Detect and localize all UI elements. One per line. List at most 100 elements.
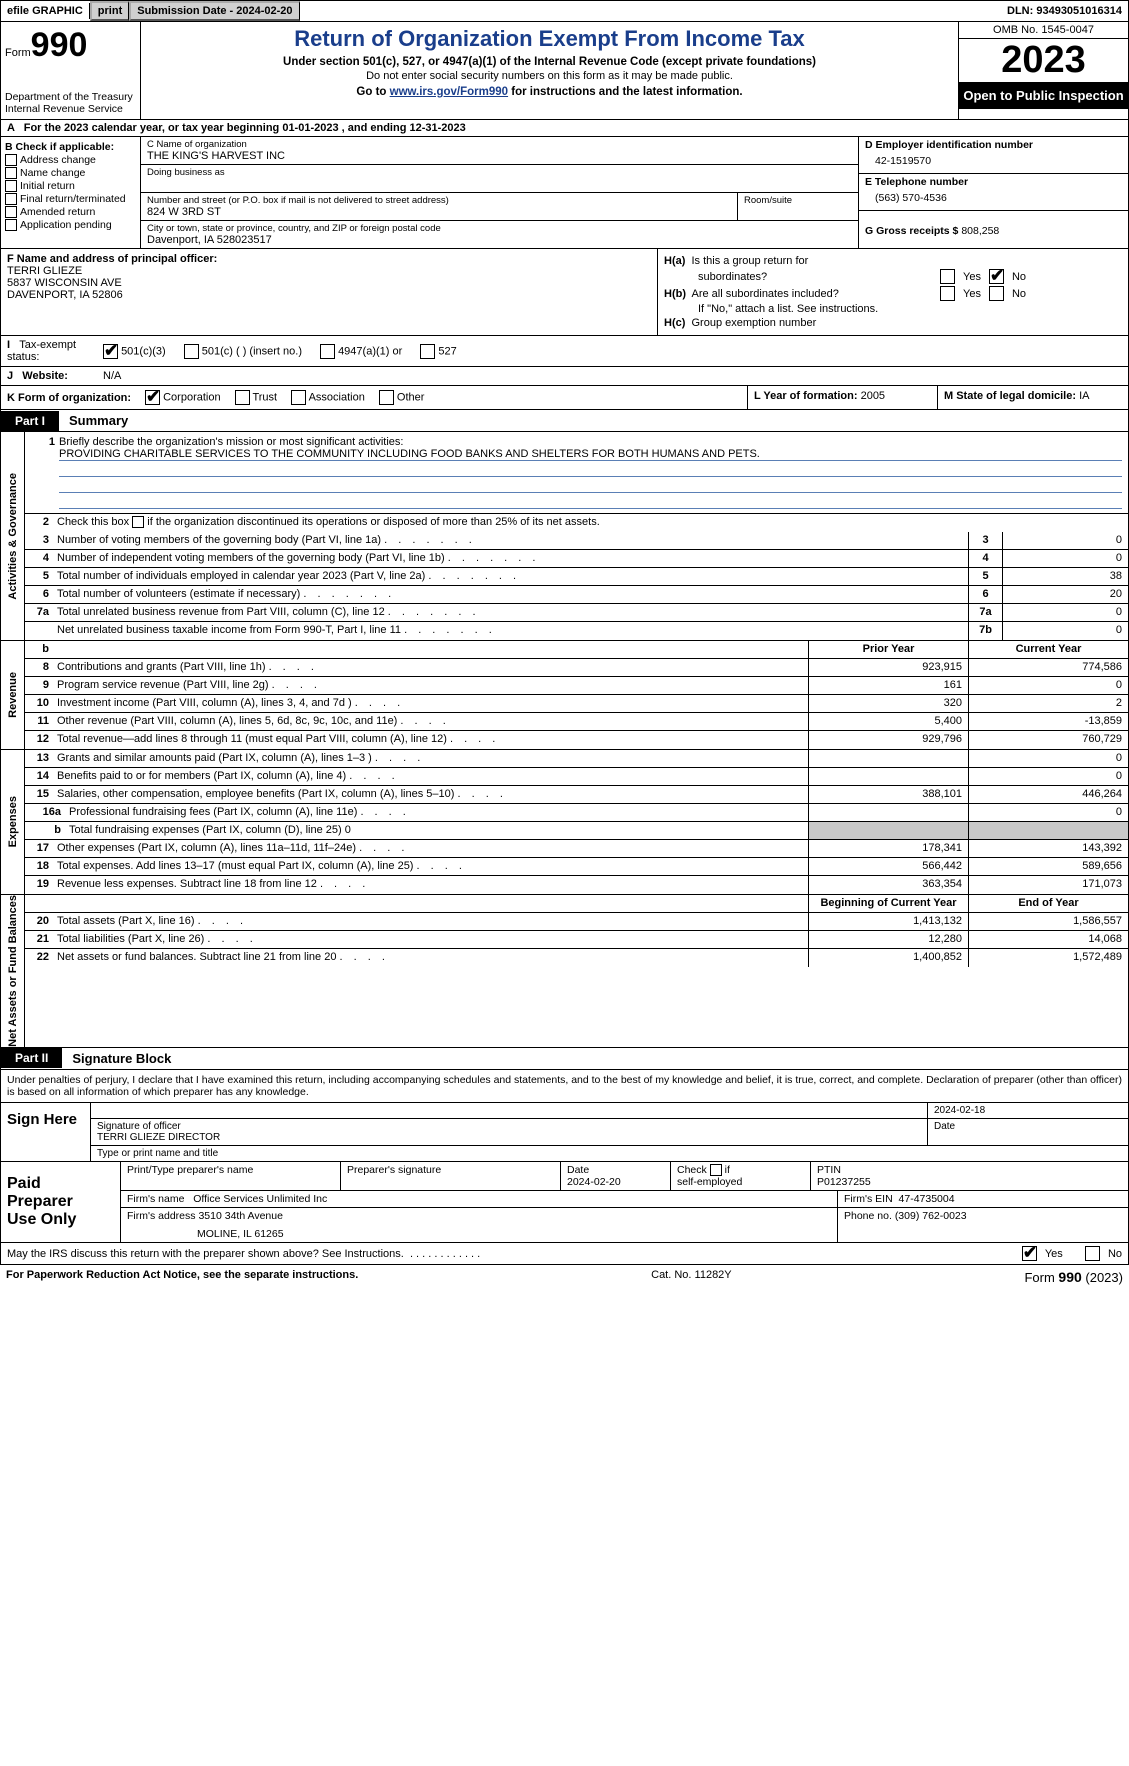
- sign-here-label: Sign Here: [1, 1103, 91, 1161]
- chk-initial-return[interactable]: Initial return: [5, 180, 136, 192]
- revenue-block: Revenue b Prior Year Current Year 8Contr…: [0, 641, 1129, 750]
- c-dba: Doing business as: [141, 165, 858, 193]
- table-row: 16aProfessional fundraising fees (Part I…: [25, 804, 1128, 822]
- chk-address-change[interactable]: Address change: [5, 154, 136, 166]
- chk-name-change[interactable]: Name change: [5, 167, 136, 179]
- table-row: 9Program service revenue (Part VIII, lin…: [25, 677, 1128, 695]
- table-row: 8Contributions and grants (Part VIII, li…: [25, 659, 1128, 677]
- hb-note: If "No," attach a list. See instructions…: [664, 303, 1122, 315]
- chk-assoc[interactable]: [291, 390, 306, 405]
- section-bcd: B Check if applicable: Address change Na…: [0, 137, 1129, 249]
- part2-title: Signature Block: [62, 1048, 181, 1069]
- open-public-badge: Open to Public Inspection: [959, 82, 1128, 109]
- discuss-yes[interactable]: [1022, 1246, 1037, 1261]
- irs-label: Internal Revenue Service: [5, 103, 136, 115]
- row-i: I Tax-exempt status: 501(c)(3) 501(c) ( …: [0, 336, 1129, 367]
- chk-app-pending[interactable]: Application pending: [5, 219, 136, 231]
- i-label: I Tax-exempt status:: [1, 336, 97, 366]
- j-label: J Website:: [1, 367, 97, 385]
- dln: DLN: 93493051016314: [1001, 3, 1128, 19]
- table-row: 22Net assets or fund balances. Subtract …: [25, 949, 1128, 967]
- line2: Check this box if the organization disco…: [53, 514, 1128, 532]
- c-city: City or town, state or province, country…: [141, 221, 858, 248]
- f-officer: F Name and address of principal officer:…: [1, 249, 658, 335]
- chk-trust[interactable]: [235, 390, 250, 405]
- h-block: H(a) Is this a group return for subordin…: [658, 249, 1128, 335]
- prep-date: Date2024-02-20: [561, 1162, 671, 1190]
- hb-yes[interactable]: [940, 286, 955, 301]
- col-b: B Check if applicable: Address change Na…: [1, 137, 141, 248]
- ha-no[interactable]: [989, 269, 1004, 284]
- instructions-line: Go to www.irs.gov/Form990 for instructio…: [149, 86, 950, 98]
- preparer-block: PaidPreparerUse Only Print/Type preparer…: [0, 1162, 1129, 1243]
- side-gov: Activities & Governance: [1, 432, 25, 640]
- preparer-label: PaidPreparerUse Only: [1, 1162, 121, 1242]
- paperwork-notice: For Paperwork Reduction Act Notice, see …: [6, 1269, 358, 1285]
- ssn-warning: Do not enter social security numbers on …: [149, 70, 950, 82]
- firm-addr: Firm's address 3510 34th AvenueMOLINE, I…: [121, 1208, 838, 1242]
- chk-corp[interactable]: [145, 390, 160, 405]
- form-title: Return of Organization Exempt From Incom…: [149, 26, 950, 52]
- section-fh: F Name and address of principal officer:…: [0, 249, 1129, 336]
- table-row: 10Investment income (Part VIII, column (…: [25, 695, 1128, 713]
- line-a: A For the 2023 calendar year, or tax yea…: [0, 120, 1129, 137]
- col-c: C Name of organization THE KING'S HARVES…: [141, 137, 858, 248]
- row-klm: K Form of organization: Corporation Trus…: [0, 386, 1129, 410]
- form-footer: Form 990 (2023): [1024, 1269, 1123, 1285]
- submission-date: Submission Date - 2024-02-20: [129, 1, 299, 21]
- side-rev: Revenue: [1, 641, 25, 749]
- gov-row: 7aTotal unrelated business revenue from …: [25, 604, 1128, 622]
- chk-501c[interactable]: [184, 344, 199, 359]
- chk-final-return[interactable]: Final return/terminated: [5, 193, 136, 205]
- hdr-end: End of Year: [968, 895, 1128, 912]
- tax-year: 2023: [959, 39, 1128, 82]
- gov-row: 5Total number of individuals employed in…: [25, 568, 1128, 586]
- table-row: 20Total assets (Part X, line 16) . . . .…: [25, 913, 1128, 931]
- discuss-no[interactable]: [1085, 1246, 1100, 1261]
- g-gross: G Gross receipts $ 808,258: [859, 211, 1128, 239]
- chk-amended[interactable]: Amended return: [5, 206, 136, 218]
- hb-no[interactable]: [989, 286, 1004, 301]
- footer: For Paperwork Reduction Act Notice, see …: [0, 1265, 1129, 1289]
- hdr-prior: Prior Year: [808, 641, 968, 658]
- gov-row: 6Total number of volunteers (estimate if…: [25, 586, 1128, 604]
- dept-treasury: Department of the Treasury: [5, 91, 136, 103]
- governance-block: Activities & Governance 1Briefly describ…: [0, 432, 1129, 641]
- ha-yes[interactable]: [940, 269, 955, 284]
- chk-4947[interactable]: [320, 344, 335, 359]
- efile-label: efile GRAPHIC: [1, 3, 90, 19]
- chk-discontinued[interactable]: [132, 516, 144, 528]
- mission: 1Briefly describe the organization's mis…: [25, 432, 1128, 514]
- omb-number: OMB No. 1545-0047: [959, 22, 1128, 39]
- chk-527[interactable]: [420, 344, 435, 359]
- firm-name: Firm's name Office Services Unlimited In…: [121, 1191, 838, 1207]
- k-block: K Form of organization: Corporation Trus…: [1, 386, 748, 409]
- prep-sig-lbl: Preparer's signature: [341, 1162, 561, 1190]
- discuss-text: May the IRS discuss this return with the…: [7, 1248, 1022, 1260]
- e-phone: E Telephone number (563) 570-4536: [859, 174, 1128, 211]
- discuss-row: May the IRS discuss this return with the…: [0, 1243, 1129, 1265]
- section-subtitle: Under section 501(c), 527, or 4947(a)(1)…: [149, 56, 950, 68]
- type-name-lbl: Type or print name and title: [91, 1146, 1128, 1161]
- chk-501c3[interactable]: [103, 344, 118, 359]
- perjury-text: Under penalties of perjury, I declare th…: [0, 1070, 1129, 1103]
- c-street-row: Number and street (or P.O. box if mail i…: [141, 193, 858, 221]
- table-row: 21Total liabilities (Part X, line 26) . …: [25, 931, 1128, 949]
- chk-self-employed[interactable]: [710, 1164, 722, 1176]
- chk-other[interactable]: [379, 390, 394, 405]
- table-row: 14Benefits paid to or for members (Part …: [25, 768, 1128, 786]
- sign-here-block: Sign Here 2024-02-18 Signature of office…: [0, 1103, 1129, 1162]
- table-row: 15Salaries, other compensation, employee…: [25, 786, 1128, 804]
- irs-link[interactable]: www.irs.gov/Form990: [390, 86, 508, 98]
- table-row: 18Total expenses. Add lines 13–17 (must …: [25, 858, 1128, 876]
- header-right: OMB No. 1545-0047 2023 Open to Public In…: [958, 22, 1128, 119]
- firm-phone: Phone no. (309) 762-0023: [838, 1208, 1128, 1242]
- hdr-curr: Current Year: [968, 641, 1128, 658]
- cat-no: Cat. No. 11282Y: [651, 1269, 732, 1285]
- rev-b: b: [25, 641, 53, 658]
- side-net: Net Assets or Fund Balances: [1, 895, 25, 1047]
- table-row: 13Grants and similar amounts paid (Part …: [25, 750, 1128, 768]
- part1-tag: Part I: [1, 411, 59, 431]
- side-exp: Expenses: [1, 750, 25, 894]
- print-button[interactable]: print: [90, 1, 129, 21]
